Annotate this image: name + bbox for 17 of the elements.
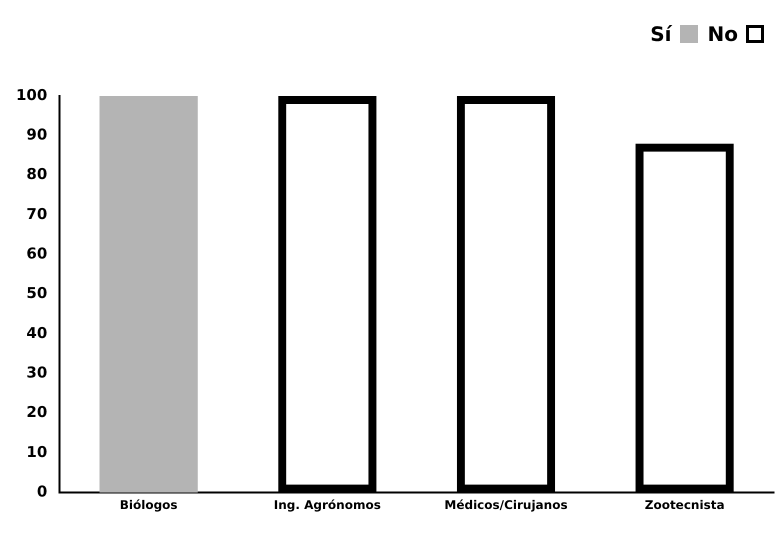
legend-label: Sí [650,22,672,46]
x-tick-label: Zootecnista [644,498,725,512]
y-tick-label: 10 [26,442,48,461]
x-tick-label: Médicos/Cirujanos [444,498,568,512]
x-tick-label: Biólogos [120,498,178,512]
y-tick-label: 80 [26,165,48,184]
y-tick-label: 0 [36,482,48,500]
y-tick-label: 100 [16,86,48,104]
y-tick-label: 30 [26,364,48,382]
y-tick-label: 90 [26,126,48,144]
y-tick-label: 70 [26,204,48,223]
y-tick-label: 40 [26,324,48,342]
x-tick-label: Ing. Agrónomos [274,498,381,512]
y-tick-label: 50 [26,284,48,302]
legend-label: No [708,22,738,46]
y-tick-label: 60 [26,244,48,263]
y-tick-label: 20 [26,403,48,422]
